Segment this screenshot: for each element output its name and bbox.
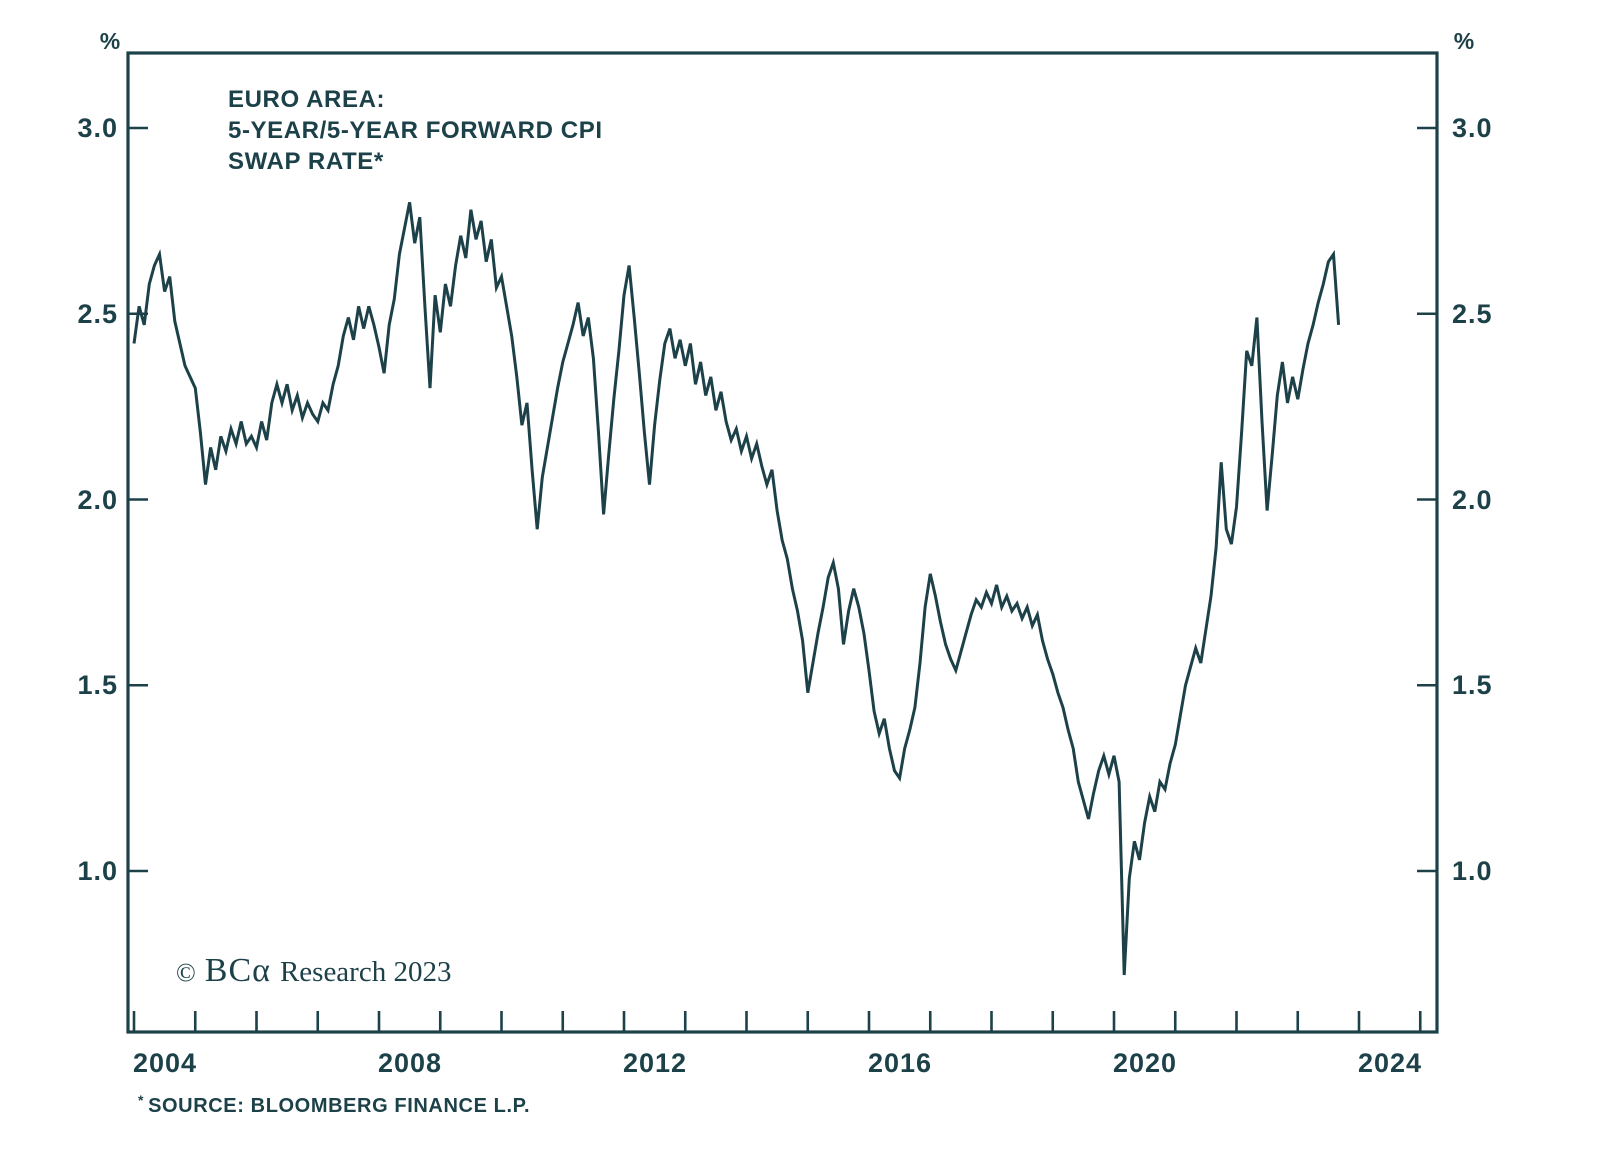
x-tick-label-2024: 2024 — [1357, 1048, 1423, 1078]
chart-title: EURO AREA: 5-YEAR/5-YEAR FORWARD CPI SWA… — [228, 84, 603, 177]
bca-logo-text: BCα — [204, 952, 271, 989]
y-tick-label-right-2.0: 2.0 — [1452, 484, 1493, 515]
cpi-swap-rate-line — [132, 202, 1341, 976]
y-tick-label-right-3.0: 3.0 — [1452, 113, 1493, 143]
y-tick-label-right-1.5: 1.5 — [1452, 670, 1493, 701]
x-tick-label-2008: 2008 — [377, 1048, 443, 1078]
y-tick-label-left-1.5: 1.5 — [77, 670, 118, 701]
chart-title-line-2: 5-YEAR/5-YEAR FORWARD CPI — [228, 117, 603, 144]
y-axis-unit-right: % — [1453, 28, 1475, 54]
x-tick-label-2004: 2004 — [132, 1048, 198, 1078]
chart-title-line-3: SWAP RATE* — [228, 148, 384, 175]
footnote-text: SOURCE: BLOOMBERG FINANCE L.P. — [148, 1095, 531, 1117]
y-tick-label-left-1.0: 1.0 — [77, 856, 118, 886]
source-footnote: * SOURCE: BLOOMBERG FINANCE L.P. — [138, 1092, 530, 1118]
y-tick-label-left-2.0: 2.0 — [77, 484, 118, 515]
x-tick-label-2016: 2016 — [867, 1048, 933, 1078]
y-tick-label-left-3.0: 3.0 — [77, 113, 118, 143]
plot-frame — [126, 51, 1439, 1034]
x-tick-label-2012: 2012 — [622, 1048, 688, 1078]
x-tick-label-2020: 2020 — [1112, 1048, 1178, 1078]
y-axis-unit-left: % — [99, 28, 121, 54]
y-tick-label-right-2.5: 2.5 — [1452, 298, 1493, 329]
footnote-asterisk: * — [138, 1092, 145, 1108]
y-tick-label-left-2.5: 2.5 — [77, 298, 118, 329]
y-tick-label-right-1.0: 1.0 — [1452, 856, 1493, 886]
chart-title-line-1: EURO AREA: — [228, 86, 386, 113]
copyright-text: Research 2023 — [279, 956, 452, 988]
copyright-note: © BCα Research 2023 — [176, 952, 451, 990]
copyright-symbol: © — [176, 958, 196, 987]
